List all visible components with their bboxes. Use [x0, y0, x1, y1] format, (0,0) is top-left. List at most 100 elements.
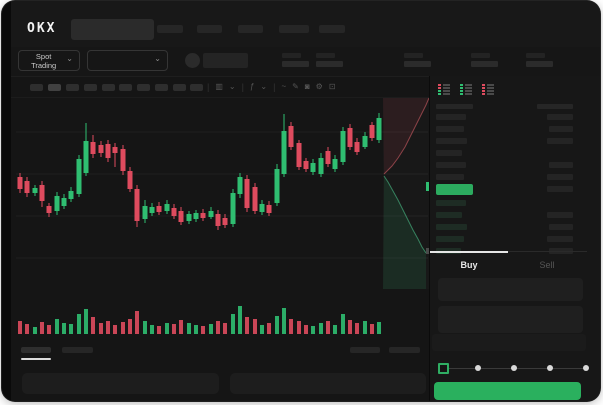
volume-bar: [231, 314, 235, 334]
candle-body: [347, 128, 353, 147]
settings-gear-icon[interactable]: ⚙: [315, 82, 323, 91]
ask-price-2[interactable]: [436, 126, 464, 132]
chart-tab-1[interactable]: [21, 347, 51, 353]
ask-amount-5: [549, 162, 573, 168]
tab-sell[interactable]: Sell: [508, 252, 586, 277]
candle-body: [112, 147, 118, 153]
chart-tab-action-2[interactable]: [389, 347, 420, 353]
volume-bar: [18, 321, 22, 334]
slider-stop-4[interactable]: [583, 365, 589, 371]
fullscreen-icon[interactable]: ⊡: [328, 82, 336, 91]
timeframe-button-3[interactable]: [66, 84, 79, 91]
indicator-icon[interactable]: ƒ: [249, 82, 255, 91]
ticker-stat-1: [282, 47, 312, 76]
candlestick-chart[interactable]: [2, 1, 600, 401]
timeframe-button-5[interactable]: [102, 84, 115, 91]
nav-item-placeholder-2[interactable]: [197, 25, 222, 33]
last-price-row[interactable]: [436, 184, 473, 195]
candle-body: [332, 159, 338, 169]
chart-toolbar: | ▥ ⌄ | ƒ ⌄ | ~ ✎ ◙ ⚙ ⊡: [11, 76, 429, 98]
bid-price-3[interactable]: [436, 224, 467, 230]
candle-body: [252, 187, 258, 211]
candle-body: [32, 188, 38, 193]
nav-item-placeholder-5[interactable]: [319, 25, 345, 33]
timeframe-button-1[interactable]: [30, 84, 43, 91]
okx-logo[interactable]: OKX: [27, 21, 57, 36]
ask-price-4[interactable]: [436, 150, 462, 156]
volume-bar: [165, 323, 169, 334]
book-asks-icon[interactable]: [481, 83, 495, 96]
candle-body: [17, 177, 23, 189]
timeframe-button-7[interactable]: [137, 84, 150, 91]
volume-bar: [55, 319, 59, 334]
buy-submit-button[interactable]: [434, 382, 581, 400]
volume-bar: [40, 322, 44, 334]
candle-body: [127, 171, 133, 189]
slider-stop-1[interactable]: [475, 365, 481, 371]
depth-bids-curve: [383, 175, 427, 254]
camera-icon[interactable]: ◙: [304, 82, 310, 91]
stat-label-placeholder: [316, 53, 335, 58]
price-scale-tick: [426, 248, 429, 254]
bid-price-1[interactable]: [436, 200, 466, 206]
tab-buy[interactable]: Buy: [430, 252, 508, 277]
nav-item-placeholder-3[interactable]: [238, 25, 263, 33]
volume-bar: [245, 317, 249, 334]
slider-handle[interactable]: [438, 363, 449, 374]
ask-price-3[interactable]: [436, 138, 467, 144]
timeframe-button-9[interactable]: [173, 84, 186, 91]
chart-tab-2[interactable]: [62, 347, 93, 353]
volume-bar: [267, 323, 271, 334]
book-asks-icon: [482, 84, 494, 95]
candles-icon[interactable]: ▥: [215, 82, 223, 91]
candle-body: [193, 213, 199, 219]
icon-line: [465, 90, 472, 92]
book-bids-icon[interactable]: [459, 83, 473, 96]
chart-tab-action-1[interactable]: [350, 347, 380, 353]
volume-bar: [106, 321, 110, 334]
nav-item-placeholder-1[interactable]: [157, 25, 183, 33]
ask-price-1[interactable]: [436, 114, 466, 120]
timeframe-button-8[interactable]: [155, 84, 168, 91]
candle-body: [259, 204, 265, 212]
amount-input[interactable]: [438, 306, 583, 333]
nav-item-placeholder-4[interactable]: [279, 25, 309, 33]
bid-price-2[interactable]: [436, 212, 462, 218]
bid-price-4[interactable]: [436, 236, 464, 242]
candle-body: [281, 131, 287, 174]
divider: |: [207, 81, 210, 92]
chevron-down-icon[interactable]: ⌄: [260, 82, 268, 91]
candle-body: [318, 158, 324, 174]
candle-body: [354, 142, 360, 152]
ask-amount-1: [547, 114, 573, 120]
volume-bar: [216, 321, 220, 334]
orderbook-header-price: [436, 104, 473, 109]
book-all-icon[interactable]: [437, 83, 451, 96]
candle-body: [288, 126, 294, 147]
timeframe-button-4[interactable]: [84, 84, 97, 91]
line-tool-icon[interactable]: ~: [281, 82, 287, 91]
slider-stop-2[interactable]: [511, 365, 517, 371]
ask-price-6[interactable]: [436, 174, 464, 180]
volume-bar: [304, 325, 308, 334]
last-price-amount: [547, 186, 573, 192]
volume-bar: [201, 326, 205, 334]
timeframe-button-2[interactable]: [48, 84, 61, 91]
market-type-dropdown[interactable]: Spot Trading ⌄: [18, 50, 80, 71]
volume-bar: [326, 321, 330, 334]
draw-icon[interactable]: ✎: [292, 82, 299, 91]
chevron-down-icon[interactable]: ⌄: [228, 82, 236, 91]
price-input[interactable]: [438, 278, 583, 301]
top-navigation-bar: OKX: [11, 1, 600, 48]
timeframe-button-10[interactable]: [190, 84, 203, 91]
book-all-icon: [438, 84, 450, 95]
timeframe-button-6[interactable]: [119, 84, 132, 91]
slider-stop-3[interactable]: [547, 365, 553, 371]
volume-bar: [172, 324, 176, 334]
icon-line: [443, 87, 450, 89]
search-input[interactable]: [71, 19, 154, 40]
pair-dropdown[interactable]: ⌄: [87, 50, 168, 71]
ask-price-5[interactable]: [436, 162, 466, 168]
bid-amount-4: [547, 236, 573, 242]
volume-bar: [253, 319, 257, 334]
